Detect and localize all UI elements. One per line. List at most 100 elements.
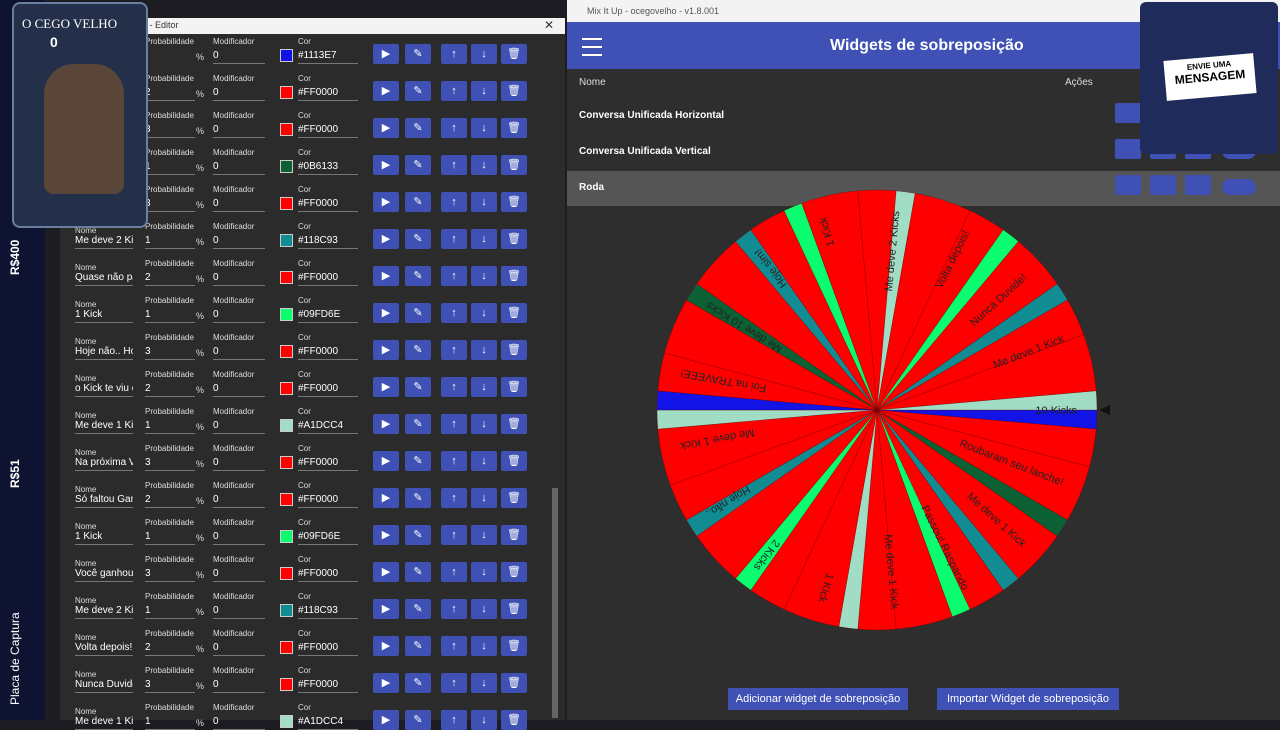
row-button[interactable]: ✎ [405,229,431,249]
row-button[interactable]: ↓ [471,266,497,286]
color-swatch[interactable] [280,715,293,728]
name-field[interactable]: Nunca Duvide [75,679,133,693]
row-button[interactable]: ↑ [441,81,467,101]
color-swatch[interactable] [280,271,293,284]
row-button[interactable]: ✎ [405,118,431,138]
row-button[interactable]: ▶ [373,414,399,434]
modifier-field[interactable]: 0 [213,383,265,397]
modifier-field[interactable]: 0 [213,235,265,249]
action-button[interactable] [1115,175,1141,195]
row-button[interactable]: ↑ [441,340,467,360]
name-field[interactable]: 1 Kick [75,309,133,323]
menu-button[interactable] [582,38,602,56]
row-button[interactable]: 🗑 [501,525,527,545]
modifier-field[interactable]: 0 [213,309,265,323]
color-swatch[interactable] [280,382,293,395]
modifier-field[interactable]: 0 [213,642,265,656]
color-field[interactable]: #FF0000 [298,346,358,360]
row-button[interactable]: 🗑 [501,451,527,471]
probability-field[interactable]: 2 [145,272,195,286]
color-field[interactable]: #FF0000 [298,679,358,693]
row-button[interactable]: 🗑 [501,599,527,619]
row-button[interactable]: ↑ [441,525,467,545]
row-button[interactable]: ↑ [441,192,467,212]
row-button[interactable]: ▶ [373,673,399,693]
row-button[interactable]: ↓ [471,377,497,397]
color-swatch[interactable] [280,123,293,136]
probability-field[interactable]: 2 [145,383,195,397]
color-field[interactable]: #09FD6E [298,309,358,323]
row-button[interactable]: ✎ [405,155,431,175]
row-button[interactable]: ↓ [471,451,497,471]
row-button[interactable]: ↓ [471,636,497,656]
scrollbar[interactable] [552,488,558,718]
action-button[interactable] [1115,103,1141,123]
row-button[interactable]: ↑ [441,44,467,64]
probability-field[interactable]: 3 [145,457,195,471]
row-button[interactable]: ▶ [373,377,399,397]
name-field[interactable]: Só faltou Gan [75,494,133,508]
row-button[interactable]: ↓ [471,673,497,693]
row-button[interactable]: ↓ [471,488,497,508]
row-button[interactable]: ↑ [441,488,467,508]
probability-field[interactable]: 2 [145,642,195,656]
row-button[interactable]: ↓ [471,192,497,212]
row-button[interactable]: 🗑 [501,414,527,434]
row-button[interactable]: ✎ [405,599,431,619]
modifier-field[interactable]: 0 [213,531,265,545]
row-button[interactable]: ▶ [373,340,399,360]
color-field[interactable]: #FF0000 [298,494,358,508]
row-button[interactable]: 🗑 [501,562,527,582]
row-button[interactable]: ↑ [441,414,467,434]
row-button[interactable]: ✎ [405,525,431,545]
name-field[interactable]: Volta depois! [75,642,133,656]
row-button[interactable]: ▶ [373,636,399,656]
color-field[interactable]: #FF0000 [298,124,358,138]
row-button[interactable]: 🗑 [501,303,527,323]
row-button[interactable]: 🗑 [501,673,527,693]
row-button[interactable]: 🗑 [501,44,527,64]
widget-name[interactable]: Conversa Unificada Vertical [579,146,711,157]
probability-field[interactable]: 3 [145,346,195,360]
widget-name[interactable]: Conversa Unificada Horizontal [579,110,725,121]
row-button[interactable]: ↑ [441,303,467,323]
row-button[interactable]: ▶ [373,155,399,175]
row-button[interactable]: ▶ [373,710,399,730]
row-button[interactable]: ↑ [441,451,467,471]
color-field[interactable]: #0B6133 [298,161,358,175]
row-button[interactable]: 🗑 [501,710,527,730]
color-field[interactable]: #FF0000 [298,568,358,582]
row-button[interactable]: ↑ [441,155,467,175]
row-button[interactable]: ✎ [405,81,431,101]
modifier-field[interactable]: 0 [213,272,265,286]
action-button[interactable] [1185,175,1211,195]
row-button[interactable]: 🗑 [501,81,527,101]
name-field[interactable]: Me deve 1 Kic [75,716,133,730]
import-widget-button[interactable]: Importar Widget de sobreposição [937,688,1119,710]
row-button[interactable]: ↓ [471,81,497,101]
row-button[interactable]: ↑ [441,673,467,693]
row-button[interactable]: ▶ [373,229,399,249]
row-button[interactable]: ✎ [405,340,431,360]
color-swatch[interactable] [280,678,293,691]
modifier-field[interactable]: 0 [213,605,265,619]
toggle[interactable] [1222,179,1256,195]
row-button[interactable]: ↑ [441,562,467,582]
row-button[interactable]: 🗑 [501,155,527,175]
row-button[interactable]: ✎ [405,266,431,286]
probability-field[interactable]: 2 [145,494,195,508]
color-swatch[interactable] [280,567,293,580]
color-swatch[interactable] [280,604,293,617]
probability-field[interactable]: 1 [145,235,195,249]
color-field[interactable]: #FF0000 [298,457,358,471]
name-field[interactable]: Quase não pa [75,272,133,286]
row-button[interactable]: 🗑 [501,377,527,397]
modifier-field[interactable]: 0 [213,679,265,693]
add-widget-button[interactable]: Adicionar widget de sobreposição [728,688,908,710]
modifier-field[interactable]: 0 [213,346,265,360]
name-field[interactable]: Na próxima V [75,457,133,471]
row-button[interactable]: ▶ [373,303,399,323]
name-field[interactable]: Me deve 2 Kic [75,235,133,249]
row-button[interactable]: ✎ [405,451,431,471]
probability-field[interactable]: 3 [145,679,195,693]
